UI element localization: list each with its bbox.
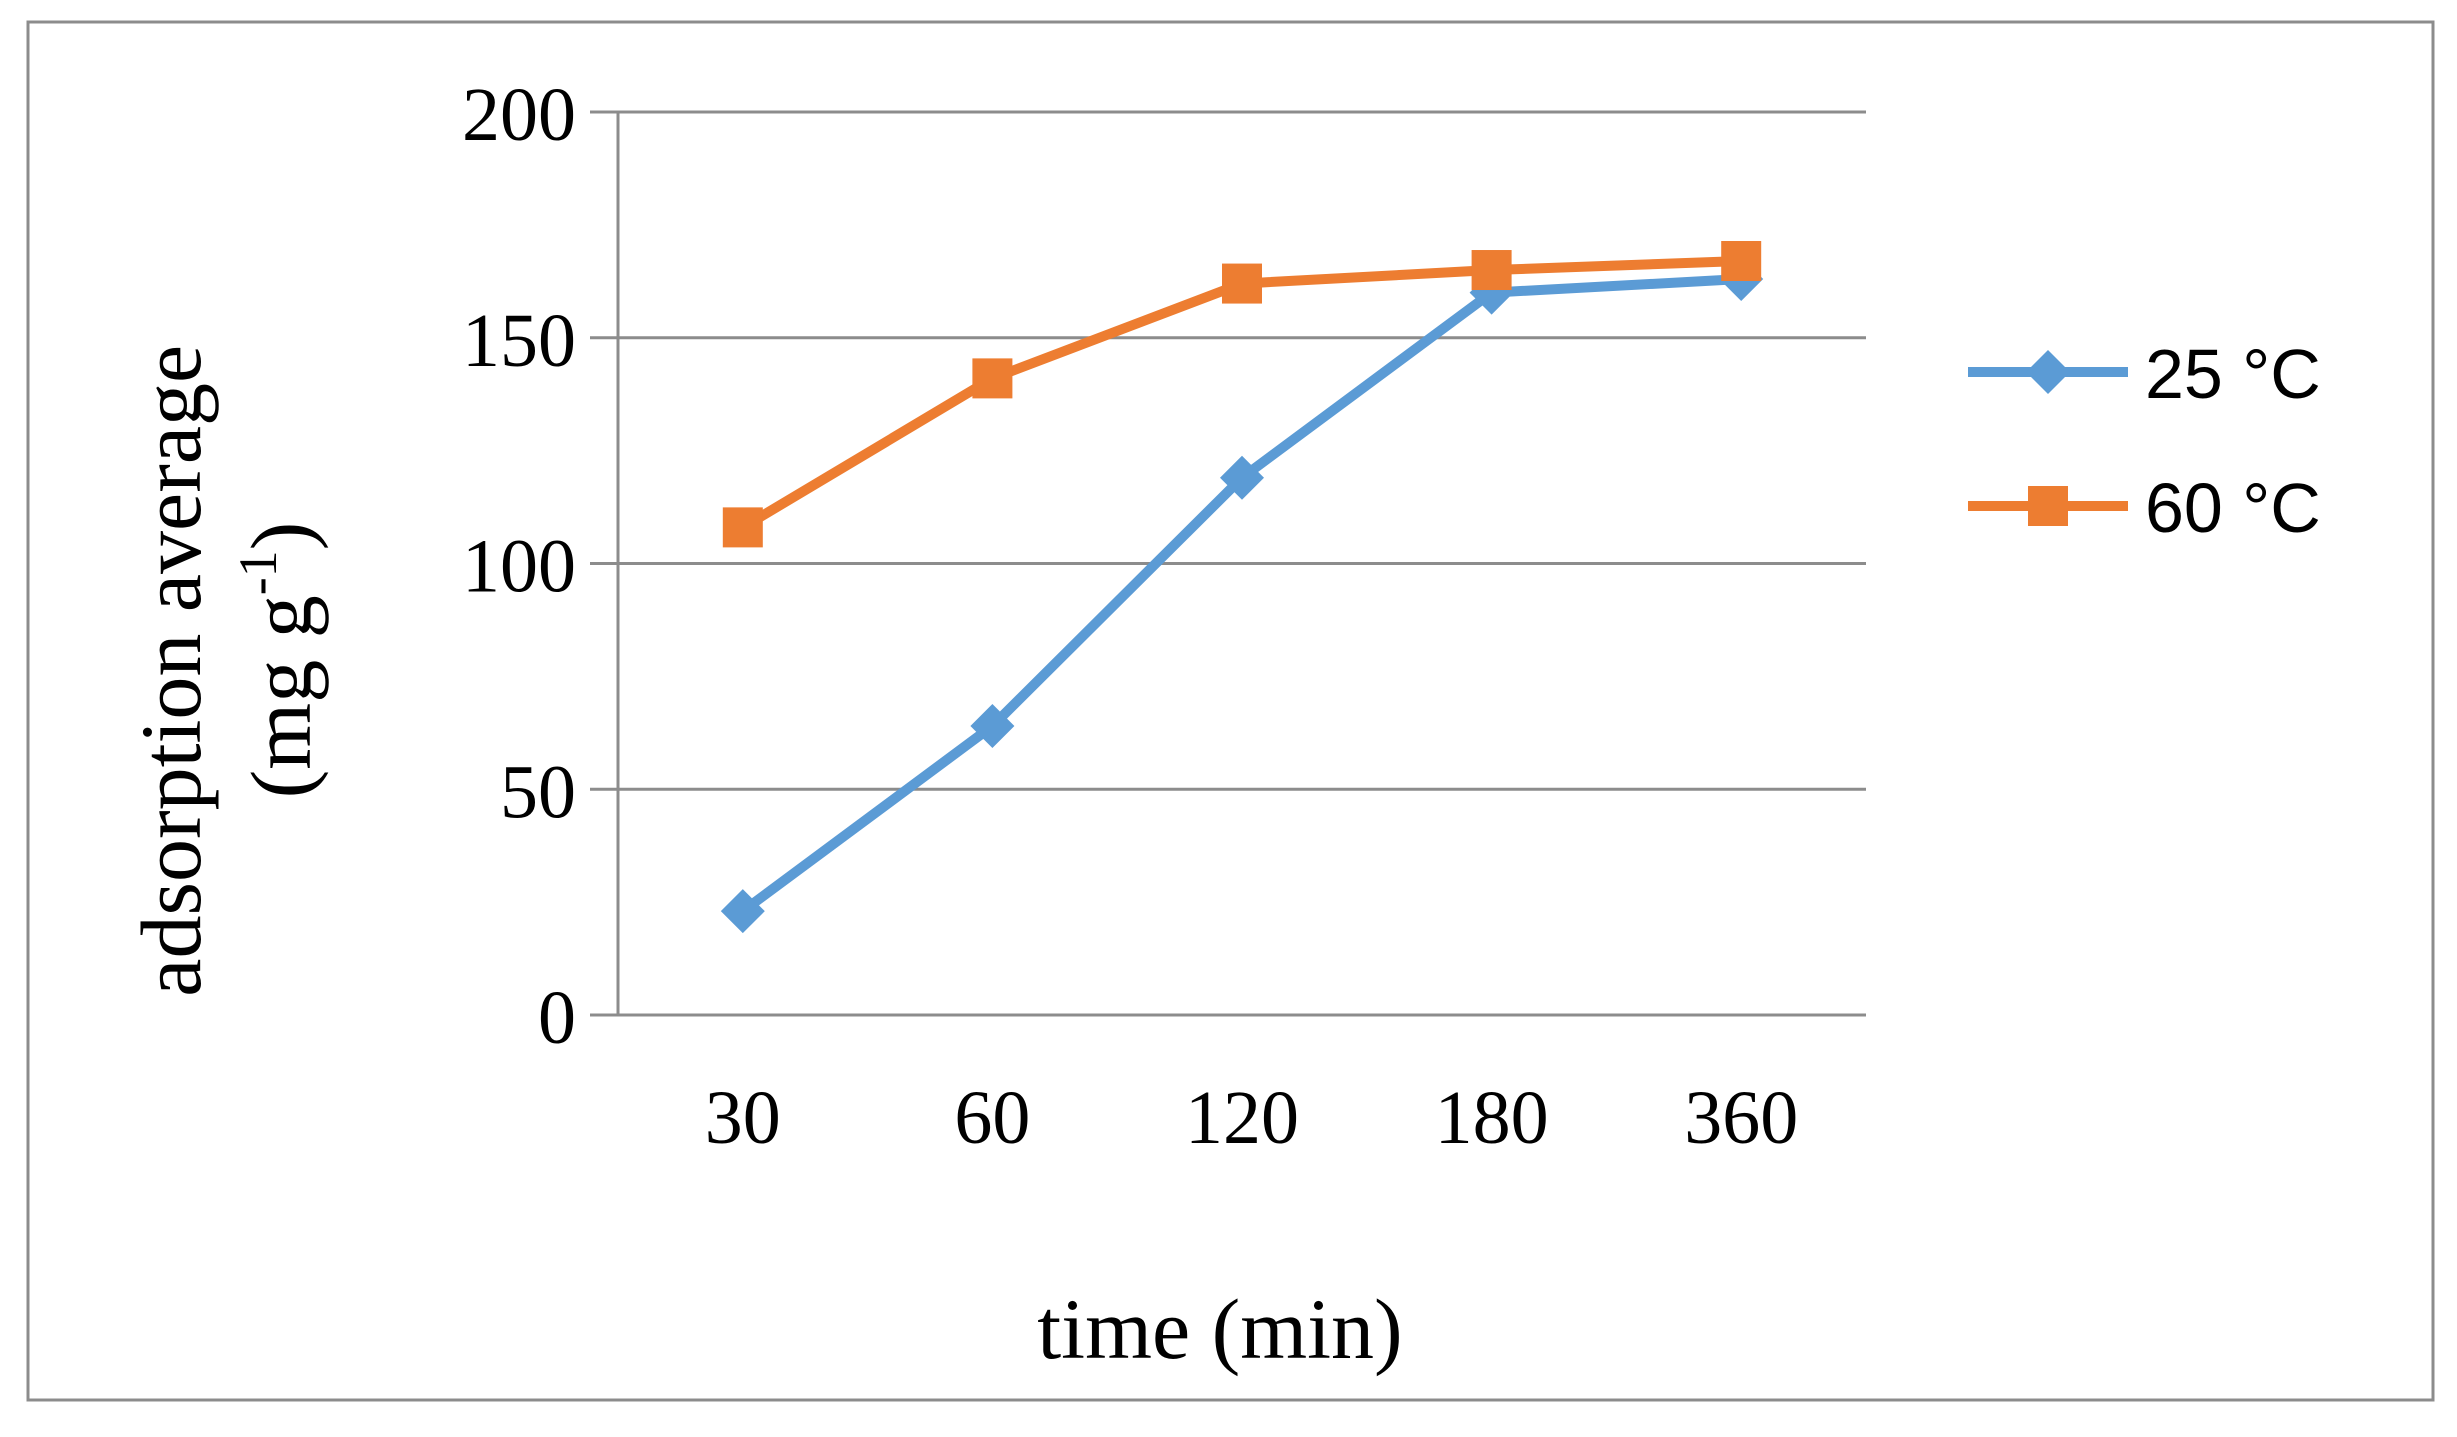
data-point xyxy=(720,889,765,934)
legend-label: 60 °C xyxy=(2145,469,2321,547)
data-point xyxy=(1471,250,1512,291)
y-axis-label-main: adsorption average xyxy=(123,345,219,997)
data-point xyxy=(972,358,1013,399)
data-point xyxy=(1222,263,1262,304)
y-tick-label: 150 xyxy=(462,299,576,383)
x-axis-label: time (min) xyxy=(1037,1281,1402,1377)
axes xyxy=(590,112,1866,1017)
y-axis-label-unit: (mg g-1) xyxy=(228,522,329,799)
legend-swatch-marker xyxy=(2026,350,2070,394)
x-tick-label: 180 xyxy=(1435,1076,1549,1160)
data-point xyxy=(1220,455,1264,500)
y-tick-label: 0 xyxy=(538,976,576,1060)
legend-label: 25 °C xyxy=(2145,335,2321,413)
y-axis-label-unit-prefix: (mg g xyxy=(233,595,329,798)
y-tick-label: 100 xyxy=(462,525,576,609)
chart-border xyxy=(26,20,2435,1402)
x-tick-label: 120 xyxy=(1185,1076,1299,1160)
data-point xyxy=(970,704,1015,749)
x-tick-label: 30 xyxy=(705,1076,781,1160)
legend: 25 °C 60 °C xyxy=(1968,335,2321,547)
y-axis-label-unit-superscript: -1 xyxy=(228,550,288,595)
series-layer xyxy=(720,240,1764,934)
y-axis-label-unit-suffix: ) xyxy=(233,522,329,551)
x-tick-label: 60 xyxy=(954,1076,1030,1160)
data-point xyxy=(1721,240,1762,281)
y-tick-labels: 0 50 100 150 200 xyxy=(462,73,576,1060)
x-tick-label: 360 xyxy=(1684,1076,1798,1160)
legend-swatch-marker xyxy=(2028,486,2068,526)
data-point xyxy=(722,507,763,548)
gridlines xyxy=(590,110,1866,791)
y-tick-label: 200 xyxy=(462,73,576,157)
series-2 xyxy=(722,240,1762,548)
legend-entry-2: 60 °C xyxy=(1968,469,2321,547)
y-axis-label: adsorption average (mg g-1) xyxy=(123,323,329,996)
x-tick-labels: 30 60 120 180 360 xyxy=(705,1076,1798,1160)
y-tick-label: 50 xyxy=(500,750,576,834)
series-1 xyxy=(720,257,1764,934)
legend-entry-1: 25 °C xyxy=(1968,335,2321,413)
